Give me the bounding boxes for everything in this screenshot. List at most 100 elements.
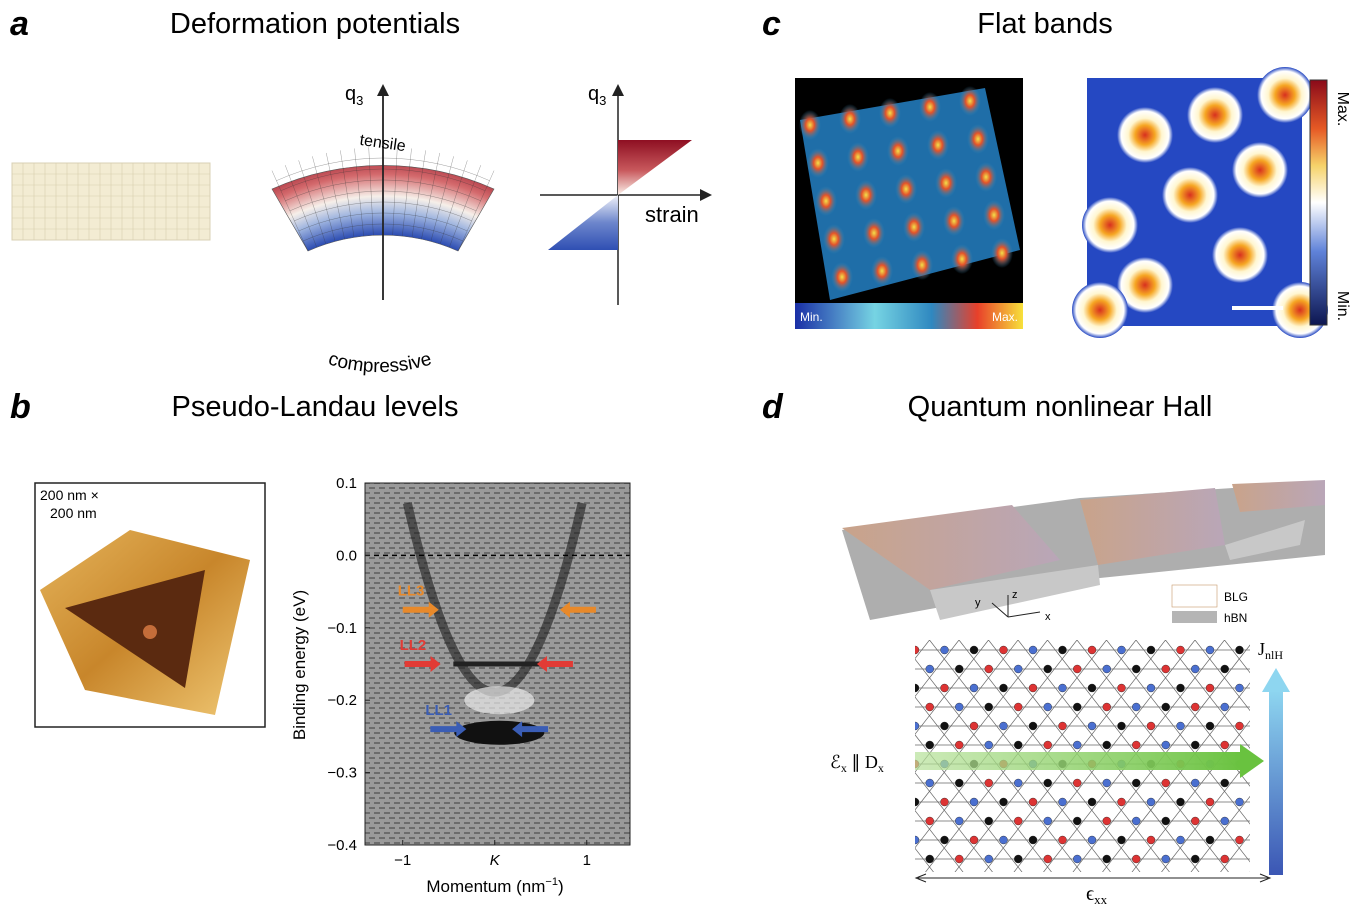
- level-label: LL1: [425, 702, 452, 719]
- lattice-site: [1250, 741, 1258, 749]
- y-tick-label: −0.3: [327, 765, 357, 782]
- lattice-site: [1059, 722, 1067, 730]
- afm-bump: [143, 625, 157, 639]
- ldos-peak: [1212, 227, 1268, 283]
- lattice-bond: [683, 640, 870, 880]
- q-label: q: [588, 83, 599, 105]
- lattice-site: [926, 817, 934, 825]
- peak: [807, 148, 829, 178]
- peak: [871, 256, 893, 286]
- strain-label: strain: [645, 202, 699, 227]
- lattice-site: [1088, 798, 1096, 806]
- j-main: J: [1258, 639, 1265, 659]
- peak: [879, 98, 901, 128]
- ll0-glow: [464, 686, 534, 714]
- lattice-site: [1132, 817, 1140, 825]
- axis-label: x: [1045, 611, 1051, 623]
- lattice-site: [1103, 665, 1111, 673]
- y-tick-label: −0.1: [327, 620, 357, 637]
- x-label-main: Momentum (nm: [426, 877, 545, 896]
- legend-label: hBN: [1224, 611, 1247, 625]
- lattice-site: [1162, 741, 1170, 749]
- peak: [943, 206, 965, 236]
- lattice-site: [1029, 684, 1037, 692]
- lattice-site: [941, 646, 949, 654]
- colorbar: [795, 303, 1023, 329]
- afm-label: 200 nm: [50, 505, 97, 521]
- afm-label: 200 nm ×: [40, 487, 99, 503]
- lattice-site: [985, 779, 993, 787]
- lattice-site: [955, 779, 963, 787]
- lattice-site: [985, 817, 993, 825]
- lattice-site: [1206, 798, 1214, 806]
- lattice-site: [985, 741, 993, 749]
- lattice-site: [1162, 665, 1170, 673]
- lattice-site: [1073, 779, 1081, 787]
- q-subscript: 3: [599, 93, 606, 108]
- lattice-site: [1236, 798, 1244, 806]
- lattice-site: [1132, 665, 1140, 673]
- lattice-bond: [723, 640, 910, 880]
- lattice-site: [1177, 836, 1185, 844]
- colorbar: [1310, 80, 1327, 325]
- panel-letter: a: [10, 5, 29, 43]
- lattice-site: [1000, 798, 1008, 806]
- lattice-site: [1162, 779, 1170, 787]
- lattice-site: [1073, 817, 1081, 825]
- lattice-site: [1221, 741, 1229, 749]
- lattice-site: [1147, 722, 1155, 730]
- lattice-site: [1073, 741, 1081, 749]
- lattice-site: [1014, 665, 1022, 673]
- lattice-site: [1118, 722, 1126, 730]
- lattice-site: [1118, 684, 1126, 692]
- lattice-site: [1191, 855, 1199, 863]
- peak: [823, 224, 845, 254]
- strain-label: ϵxx: [1086, 883, 1108, 905]
- compressive-path: compressive: [326, 349, 434, 378]
- lattice-site: [1044, 703, 1052, 711]
- e-mid: ∥ D: [847, 752, 878, 772]
- lattice-site: [1221, 665, 1229, 673]
- arrow-head: [700, 189, 712, 201]
- lattice-site: [970, 646, 978, 654]
- lattice-site: [1044, 817, 1052, 825]
- lattice-site: [1059, 836, 1067, 844]
- x-label-end: ): [558, 877, 564, 896]
- field-arrow: [915, 752, 1245, 770]
- peak: [863, 218, 885, 248]
- lattice-site: [1147, 684, 1155, 692]
- ldos-peak: [1257, 67, 1313, 123]
- lattice-site: [1044, 779, 1052, 787]
- lattice-site: [1250, 779, 1258, 787]
- lattice-site: [926, 703, 934, 711]
- level-label: LL3: [398, 583, 425, 600]
- lattice-site: [1147, 646, 1155, 654]
- lattice-bond: [1313, 640, 1359, 880]
- lattice-site: [911, 798, 919, 806]
- lattice-site: [1000, 722, 1008, 730]
- lattice-site: [970, 836, 978, 844]
- lattice-site: [1221, 703, 1229, 711]
- lattice-site: [926, 741, 934, 749]
- lattice-site: [1073, 703, 1081, 711]
- eps-sub: xx: [1094, 892, 1108, 905]
- panel-title: Pseudo-Landau levels: [172, 391, 459, 423]
- peak: [911, 250, 933, 280]
- panel-letter: d: [762, 388, 784, 426]
- x-tick-label: −1: [394, 852, 411, 869]
- lattice-site: [970, 684, 978, 692]
- lattice-site: [1177, 722, 1185, 730]
- y-tick-label: 0.1: [336, 475, 357, 492]
- lattice-site: [1103, 741, 1111, 749]
- legend-label: BLG: [1224, 590, 1248, 604]
- lattice-site: [1250, 703, 1258, 711]
- lattice-site: [955, 855, 963, 863]
- lattice-site: [1147, 798, 1155, 806]
- device-3d: [842, 480, 1325, 620]
- lattice-site: [955, 741, 963, 749]
- ldos-peak: [1072, 282, 1128, 338]
- lattice-site: [926, 855, 934, 863]
- blg-icon: [1172, 585, 1217, 607]
- peak: [975, 162, 997, 192]
- peak: [935, 168, 957, 198]
